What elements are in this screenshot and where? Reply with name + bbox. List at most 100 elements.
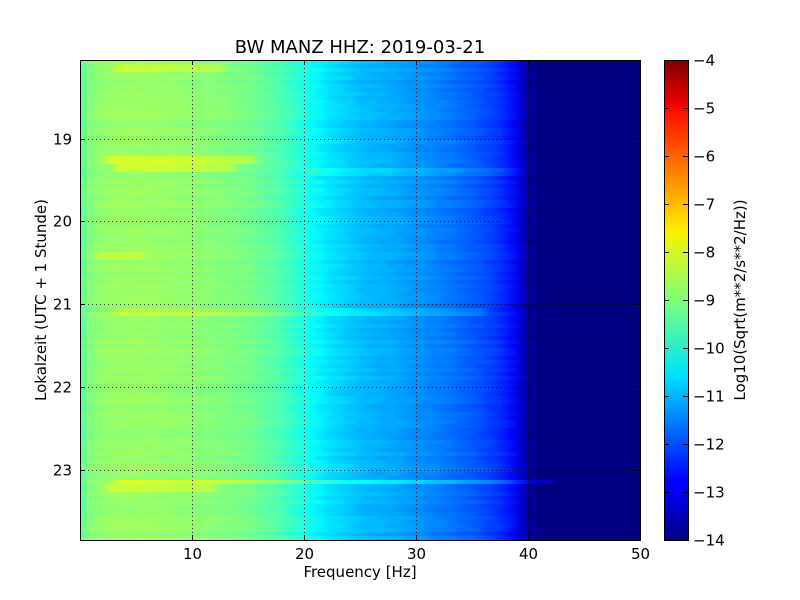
spectrogram-row <box>80 528 641 533</box>
y-axis-label: Lokalzeit (UTC + 1 Stunde) <box>32 199 50 401</box>
spectrogram-row <box>80 172 641 177</box>
colorbar-tick-label: −4 <box>693 52 715 70</box>
colorbar-tick-label: −10 <box>693 340 725 358</box>
y-axis-ticks: 19 20 21 22 23 <box>53 131 640 480</box>
spectrogram-row <box>80 96 641 101</box>
spectrogram-row <box>80 144 641 149</box>
y-tick-label: 21 <box>53 296 72 314</box>
spectrogram-row <box>80 332 641 337</box>
spectrogram-row <box>80 300 641 305</box>
spectrogram-row <box>80 156 641 161</box>
spectrogram-row <box>80 148 641 153</box>
spectrogram-row <box>80 348 641 353</box>
spectrogram-row <box>80 160 641 165</box>
spectrogram-row <box>80 276 641 281</box>
spectrogram-row <box>80 432 641 437</box>
x-tick-label: 40 <box>519 545 538 563</box>
chart-title: BW MANZ HHZ: 2019-03-21 <box>235 37 485 58</box>
colorbar-tick-label: −12 <box>693 436 725 454</box>
spectrogram-row <box>80 472 641 477</box>
spectrogram-row <box>80 372 641 377</box>
spectrogram-row <box>80 520 641 525</box>
x-axis-label: Frequency [Hz] <box>303 563 416 581</box>
spectrogram-row <box>80 320 641 325</box>
spectrogram-row <box>80 496 641 501</box>
x-tick-label: 20 <box>295 545 314 563</box>
colorbar-tick-label: −5 <box>693 100 715 118</box>
spectrogram-row <box>80 304 641 309</box>
spectrogram-row <box>80 424 641 429</box>
spectrogram-row <box>80 64 641 69</box>
x-tick-label: 30 <box>407 545 426 563</box>
y-tick-label: 20 <box>53 213 72 231</box>
colorbar-tick-label: −11 <box>693 388 725 406</box>
spectrogram-row <box>80 324 641 329</box>
spectrogram-row <box>80 268 641 273</box>
spectrogram-row <box>80 248 641 253</box>
spectrogram-row <box>80 128 641 133</box>
spectrogram-row <box>80 88 641 93</box>
spectrogram-row <box>80 344 641 349</box>
spectrogram-row <box>80 184 641 189</box>
spectrogram-row <box>80 388 641 393</box>
plot-frame <box>80 60 641 541</box>
spectrogram-row <box>80 196 641 201</box>
spectrogram-row <box>80 204 641 209</box>
spectrogram-row <box>80 116 641 121</box>
spectrogram-row <box>80 484 641 489</box>
colorbar-tick-label: −14 <box>693 532 725 550</box>
spectrogram-row <box>80 404 641 409</box>
spectrogram-row <box>80 216 641 221</box>
spectrogram-row <box>80 132 641 137</box>
spectrogram-row <box>80 532 641 537</box>
spectrogram-row <box>80 328 641 333</box>
spectrogram-row <box>80 72 641 77</box>
spectrogram-row <box>80 500 641 505</box>
x-axis-ticks: 10 20 30 40 50 <box>183 60 650 563</box>
spectrogram-row <box>80 420 641 425</box>
spectrogram-row <box>80 336 641 341</box>
spectrogram-row <box>80 340 641 345</box>
spectrogram-row <box>80 316 641 321</box>
spectrogram-row <box>80 60 641 65</box>
spectrogram-row <box>80 356 641 361</box>
spectrogram-row <box>80 68 641 73</box>
spectrogram-row <box>80 188 641 193</box>
colorbar-tick-label: −6 <box>693 148 715 166</box>
spectrogram-row <box>80 176 641 181</box>
spectrogram-row <box>80 448 641 453</box>
spectrogram-row <box>80 228 641 233</box>
spectrogram-row <box>80 504 641 509</box>
colorbar-tick-label: −13 <box>693 484 725 502</box>
spectrogram-row <box>80 120 641 125</box>
spectrogram-row <box>80 480 641 485</box>
spectrogram-row <box>80 376 641 381</box>
spectrogram-row <box>80 352 641 357</box>
spectrogram-heatmap <box>80 60 641 541</box>
spectrogram-row <box>80 240 641 245</box>
spectrogram-row <box>80 280 641 285</box>
spectrogram-row <box>80 152 641 157</box>
spectrogram-row <box>80 200 641 205</box>
spectrogram-row <box>80 136 641 141</box>
spectrogram-row <box>80 164 641 169</box>
spectrogram-row <box>80 408 641 413</box>
spectrogram-row <box>80 360 641 365</box>
spectrogram-row <box>80 108 641 113</box>
spectrogram-row <box>80 124 641 129</box>
spectrogram-row <box>80 508 641 513</box>
spectrogram-row <box>80 444 641 449</box>
spectrogram-row <box>80 296 641 301</box>
spectrogram-row <box>80 452 641 457</box>
spectrogram-row <box>80 80 641 85</box>
spectrogram-row <box>80 224 641 229</box>
grid-lines <box>80 60 640 540</box>
spectrogram-row <box>80 264 641 269</box>
spectrogram-row <box>80 460 641 465</box>
spectrogram-row <box>80 260 641 265</box>
x-tick-label: 50 <box>631 545 650 563</box>
spectrogram-row <box>80 384 641 389</box>
spectrogram-row <box>80 396 641 401</box>
spectrogram-row <box>80 492 641 497</box>
